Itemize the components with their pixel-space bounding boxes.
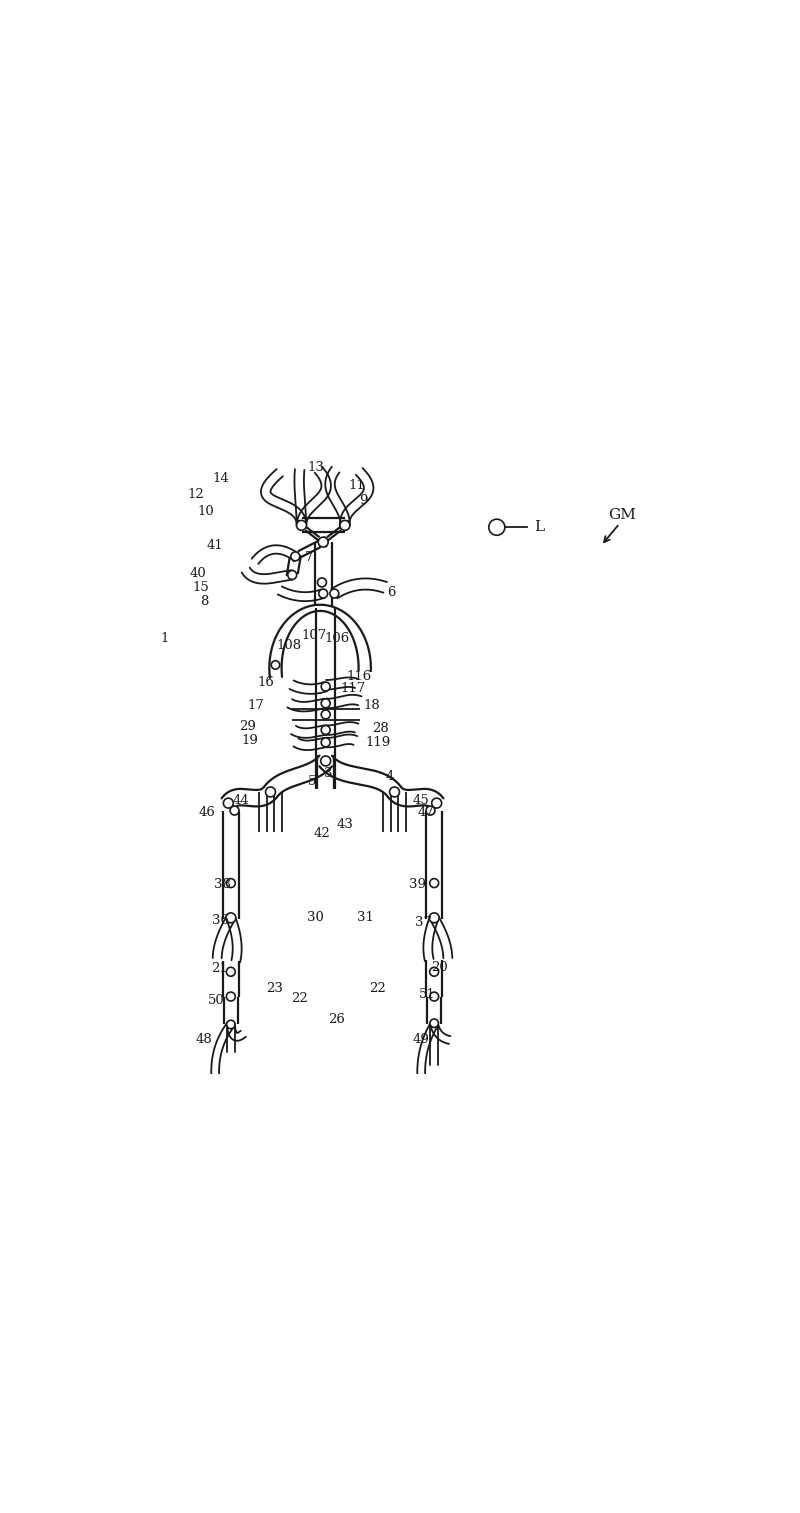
Text: 108: 108 xyxy=(277,638,302,652)
Circle shape xyxy=(318,537,328,548)
Text: 22: 22 xyxy=(291,993,308,1005)
Circle shape xyxy=(430,993,438,1002)
Circle shape xyxy=(230,806,239,816)
Circle shape xyxy=(291,552,300,561)
Text: 8: 8 xyxy=(200,595,208,608)
Text: 16: 16 xyxy=(258,676,274,688)
Text: 12: 12 xyxy=(188,487,205,501)
Text: 26: 26 xyxy=(329,1014,346,1026)
Text: 50: 50 xyxy=(208,994,225,1008)
Text: 14: 14 xyxy=(213,472,230,486)
Circle shape xyxy=(226,967,235,976)
Text: 116: 116 xyxy=(346,670,372,682)
Text: 46: 46 xyxy=(198,806,215,819)
Circle shape xyxy=(288,570,297,579)
Circle shape xyxy=(322,682,330,691)
Circle shape xyxy=(321,756,330,766)
Text: 42: 42 xyxy=(314,828,330,840)
Circle shape xyxy=(226,912,236,923)
Text: 20: 20 xyxy=(431,961,448,974)
Circle shape xyxy=(271,661,280,669)
Text: 28: 28 xyxy=(372,722,389,735)
Circle shape xyxy=(226,879,235,888)
Text: 21: 21 xyxy=(210,962,227,976)
Text: 47: 47 xyxy=(417,806,434,819)
Circle shape xyxy=(318,578,326,587)
Text: 7: 7 xyxy=(306,551,314,564)
Text: 36: 36 xyxy=(213,914,230,927)
Text: 6: 6 xyxy=(387,586,396,599)
Text: 30: 30 xyxy=(307,911,324,924)
Circle shape xyxy=(432,799,442,808)
Circle shape xyxy=(390,787,399,797)
Text: 10: 10 xyxy=(197,505,214,517)
Text: 44: 44 xyxy=(233,793,250,806)
Circle shape xyxy=(426,806,435,816)
Text: 49: 49 xyxy=(413,1033,430,1047)
Circle shape xyxy=(430,967,438,976)
Text: 15: 15 xyxy=(192,581,209,595)
Text: 4: 4 xyxy=(386,770,394,782)
Circle shape xyxy=(430,1020,438,1027)
Text: 11: 11 xyxy=(349,478,366,492)
Text: 29: 29 xyxy=(239,720,256,734)
Text: 45: 45 xyxy=(413,793,430,806)
Circle shape xyxy=(322,738,330,747)
Circle shape xyxy=(223,799,234,808)
Text: GM: GM xyxy=(608,508,636,522)
Text: 48: 48 xyxy=(196,1033,213,1047)
Text: 38: 38 xyxy=(214,879,231,891)
Text: 9: 9 xyxy=(359,495,368,507)
Text: 37: 37 xyxy=(415,915,432,929)
Text: 31: 31 xyxy=(357,911,374,924)
Text: 107: 107 xyxy=(302,628,326,642)
Text: 41: 41 xyxy=(206,539,223,552)
Text: 13: 13 xyxy=(307,461,324,474)
Circle shape xyxy=(322,699,330,708)
Text: 119: 119 xyxy=(365,735,390,749)
Text: 40: 40 xyxy=(190,566,206,579)
Text: 18: 18 xyxy=(363,699,380,711)
Text: 51: 51 xyxy=(419,988,436,1002)
Circle shape xyxy=(340,520,350,531)
Circle shape xyxy=(297,520,306,531)
Circle shape xyxy=(266,787,275,797)
Text: 3: 3 xyxy=(324,767,333,779)
Text: 106: 106 xyxy=(324,632,350,646)
Circle shape xyxy=(322,726,330,734)
Text: 17: 17 xyxy=(248,699,265,711)
Text: L: L xyxy=(534,520,544,534)
Circle shape xyxy=(489,519,505,536)
Text: 39: 39 xyxy=(409,879,426,891)
Circle shape xyxy=(318,589,328,598)
Text: 1: 1 xyxy=(161,632,170,646)
Text: 19: 19 xyxy=(242,734,258,747)
Text: 22: 22 xyxy=(370,982,386,996)
Circle shape xyxy=(330,589,339,598)
Circle shape xyxy=(226,993,235,1002)
Circle shape xyxy=(430,879,438,888)
Circle shape xyxy=(430,912,439,923)
Text: 5: 5 xyxy=(308,775,316,788)
Circle shape xyxy=(226,1020,235,1029)
Circle shape xyxy=(322,710,330,719)
Text: 23: 23 xyxy=(266,982,283,996)
Text: 43: 43 xyxy=(337,819,354,831)
Text: 117: 117 xyxy=(340,682,366,694)
